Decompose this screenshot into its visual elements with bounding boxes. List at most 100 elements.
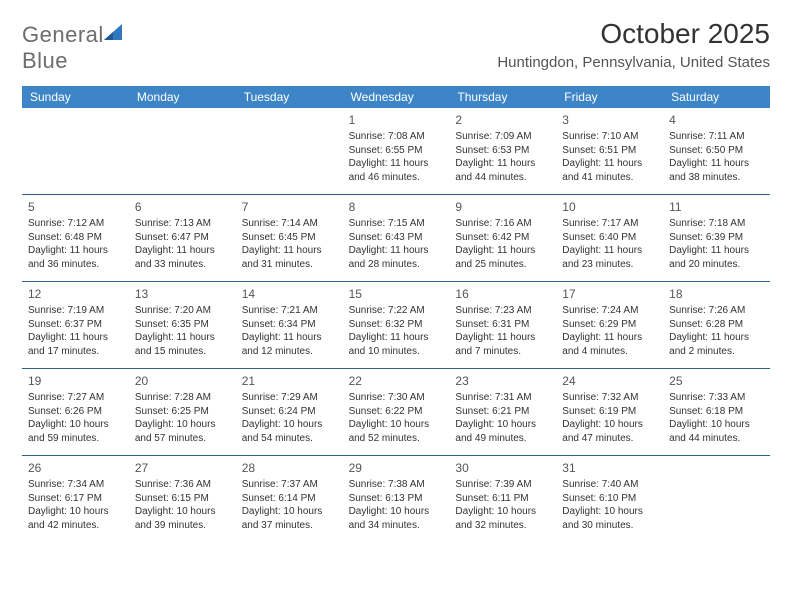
logo-word1: General — [22, 22, 104, 47]
day-number: 12 — [28, 286, 123, 302]
sunrise-line: Sunrise: 7:19 AM — [28, 304, 123, 318]
week-row: 1Sunrise: 7:08 AMSunset: 6:55 PMDaylight… — [22, 108, 770, 194]
sunset-line: Sunset: 6:17 PM — [28, 492, 123, 506]
day-cell: 9Sunrise: 7:16 AMSunset: 6:42 PMDaylight… — [449, 195, 556, 281]
day-number: 24 — [562, 373, 657, 389]
day-number: 30 — [455, 460, 550, 476]
sunrise-line: Sunrise: 7:12 AM — [28, 217, 123, 231]
sunset-line: Sunset: 6:45 PM — [242, 231, 337, 245]
daylight-line: Daylight: 10 hours and 57 minutes. — [135, 418, 230, 445]
day-cell: 15Sunrise: 7:22 AMSunset: 6:32 PMDayligh… — [343, 282, 450, 368]
day-header-cell: Tuesday — [236, 86, 343, 108]
day-cell: 16Sunrise: 7:23 AMSunset: 6:31 PMDayligh… — [449, 282, 556, 368]
day-number: 11 — [669, 199, 764, 215]
sunrise-line: Sunrise: 7:32 AM — [562, 391, 657, 405]
day-number: 31 — [562, 460, 657, 476]
sunset-line: Sunset: 6:19 PM — [562, 405, 657, 419]
sunset-line: Sunset: 6:13 PM — [349, 492, 444, 506]
day-number: 10 — [562, 199, 657, 215]
day-number: 28 — [242, 460, 337, 476]
day-number: 20 — [135, 373, 230, 389]
sunset-line: Sunset: 6:55 PM — [349, 144, 444, 158]
sunset-line: Sunset: 6:37 PM — [28, 318, 123, 332]
sunset-line: Sunset: 6:14 PM — [242, 492, 337, 506]
day-cell: 3Sunrise: 7:10 AMSunset: 6:51 PMDaylight… — [556, 108, 663, 194]
week-row: 19Sunrise: 7:27 AMSunset: 6:26 PMDayligh… — [22, 368, 770, 455]
logo: General Blue — [22, 18, 126, 74]
daylight-line: Daylight: 10 hours and 39 minutes. — [135, 505, 230, 532]
day-number: 25 — [669, 373, 764, 389]
sunset-line: Sunset: 6:47 PM — [135, 231, 230, 245]
day-number: 4 — [669, 112, 764, 128]
sunrise-line: Sunrise: 7:09 AM — [455, 130, 550, 144]
sunset-line: Sunset: 6:15 PM — [135, 492, 230, 506]
day-cell: 8Sunrise: 7:15 AMSunset: 6:43 PMDaylight… — [343, 195, 450, 281]
location: Huntingdon, Pennsylvania, United States — [497, 54, 770, 71]
sunrise-line: Sunrise: 7:18 AM — [669, 217, 764, 231]
day-cell: 19Sunrise: 7:27 AMSunset: 6:26 PMDayligh… — [22, 369, 129, 455]
sunrise-line: Sunrise: 7:11 AM — [669, 130, 764, 144]
day-cell: 30Sunrise: 7:39 AMSunset: 6:11 PMDayligh… — [449, 456, 556, 542]
day-header-cell: Thursday — [449, 86, 556, 108]
day-header-cell: Saturday — [663, 86, 770, 108]
day-number: 29 — [349, 460, 444, 476]
day-cell: 24 Sunrise: 7:32 AMSunset: 6:19 PMDayligh… — [556, 369, 663, 455]
empty-cell — [236, 108, 343, 194]
week-row: 12Sunrise: 7:19 AMSunset: 6:37 PMDayligh… — [22, 281, 770, 368]
day-number: 5 — [28, 199, 123, 215]
sunset-line: Sunset: 6:26 PM — [28, 405, 123, 419]
day-cell: 25Sunrise: 7:33 AMSunset: 6:18 PMDayligh… — [663, 369, 770, 455]
day-cell: 22Sunrise: 7:30 AMSunset: 6:22 PMDayligh… — [343, 369, 450, 455]
sunrise-line: Sunrise: 7:38 AM — [349, 478, 444, 492]
daylight-line: Daylight: 10 hours and 30 minutes. — [562, 505, 657, 532]
sunset-line: Sunset: 6:39 PM — [669, 231, 764, 245]
week-row: 26Sunrise: 7:34 AMSunset: 6:17 PMDayligh… — [22, 455, 770, 542]
empty-cell — [22, 108, 129, 194]
sunrise-line: Sunrise: 7:37 AM — [242, 478, 337, 492]
daylight-line: Daylight: 11 hours and 31 minutes. — [242, 244, 337, 271]
daylight-line: Daylight: 11 hours and 20 minutes. — [669, 244, 764, 271]
sunset-line: Sunset: 6:18 PM — [669, 405, 764, 419]
day-cell: 11 Sunrise: 7:18 AMSunset: 6:39 PMDayligh… — [663, 195, 770, 281]
daylight-line: Daylight: 10 hours and 47 minutes. — [562, 418, 657, 445]
sunrise-line: Sunrise: 7:20 AM — [135, 304, 230, 318]
sunrise-line: Sunrise: 7:14 AM — [242, 217, 337, 231]
daylight-line: Daylight: 10 hours and 59 minutes. — [28, 418, 123, 445]
day-cell: 4Sunrise: 7:11 AMSunset: 6:50 PMDaylight… — [663, 108, 770, 194]
daylight-line: Daylight: 11 hours and 33 minutes. — [135, 244, 230, 271]
day-cell: 31Sunrise: 7:40 AMSunset: 6:10 PMDayligh… — [556, 456, 663, 542]
sunrise-line: Sunrise: 7:23 AM — [455, 304, 550, 318]
sunset-line: Sunset: 6:48 PM — [28, 231, 123, 245]
logo-sail-icon — [104, 24, 126, 42]
sunrise-line: Sunrise: 7:10 AM — [562, 130, 657, 144]
daylight-line: Daylight: 10 hours and 49 minutes. — [455, 418, 550, 445]
sunset-line: Sunset: 6:21 PM — [455, 405, 550, 419]
sunrise-line: Sunrise: 7:30 AM — [349, 391, 444, 405]
day-number: 9 — [455, 199, 550, 215]
sunset-line: Sunset: 6:53 PM — [455, 144, 550, 158]
sunset-line: Sunset: 6:42 PM — [455, 231, 550, 245]
daylight-line: Daylight: 11 hours and 36 minutes. — [28, 244, 123, 271]
sunset-line: Sunset: 6:40 PM — [562, 231, 657, 245]
sunrise-line: Sunrise: 7:26 AM — [669, 304, 764, 318]
day-cell: 2Sunrise: 7:09 AMSunset: 6:53 PMDaylight… — [449, 108, 556, 194]
logo-text-wrap: General Blue — [22, 22, 126, 74]
sunrise-line: Sunrise: 7:31 AM — [455, 391, 550, 405]
sunrise-line: Sunrise: 7:39 AM — [455, 478, 550, 492]
day-cell: 26Sunrise: 7:34 AMSunset: 6:17 PMDayligh… — [22, 456, 129, 542]
day-header-cell: Wednesday — [343, 86, 450, 108]
day-cell: 13Sunrise: 7:20 AMSunset: 6:35 PMDayligh… — [129, 282, 236, 368]
sunrise-line: Sunrise: 7:08 AM — [349, 130, 444, 144]
daylight-line: Daylight: 11 hours and 4 minutes. — [562, 331, 657, 358]
daylight-line: Daylight: 11 hours and 25 minutes. — [455, 244, 550, 271]
sunrise-line: Sunrise: 7:36 AM — [135, 478, 230, 492]
day-number: 6 — [135, 199, 230, 215]
sunrise-line: Sunrise: 7:17 AM — [562, 217, 657, 231]
sunrise-line: Sunrise: 7:24 AM — [562, 304, 657, 318]
daylight-line: Daylight: 11 hours and 17 minutes. — [28, 331, 123, 358]
daylight-line: Daylight: 11 hours and 41 minutes. — [562, 157, 657, 184]
daylight-line: Daylight: 10 hours and 37 minutes. — [242, 505, 337, 532]
sunrise-line: Sunrise: 7:29 AM — [242, 391, 337, 405]
daylight-line: Daylight: 10 hours and 42 minutes. — [28, 505, 123, 532]
sunrise-line: Sunrise: 7:22 AM — [349, 304, 444, 318]
